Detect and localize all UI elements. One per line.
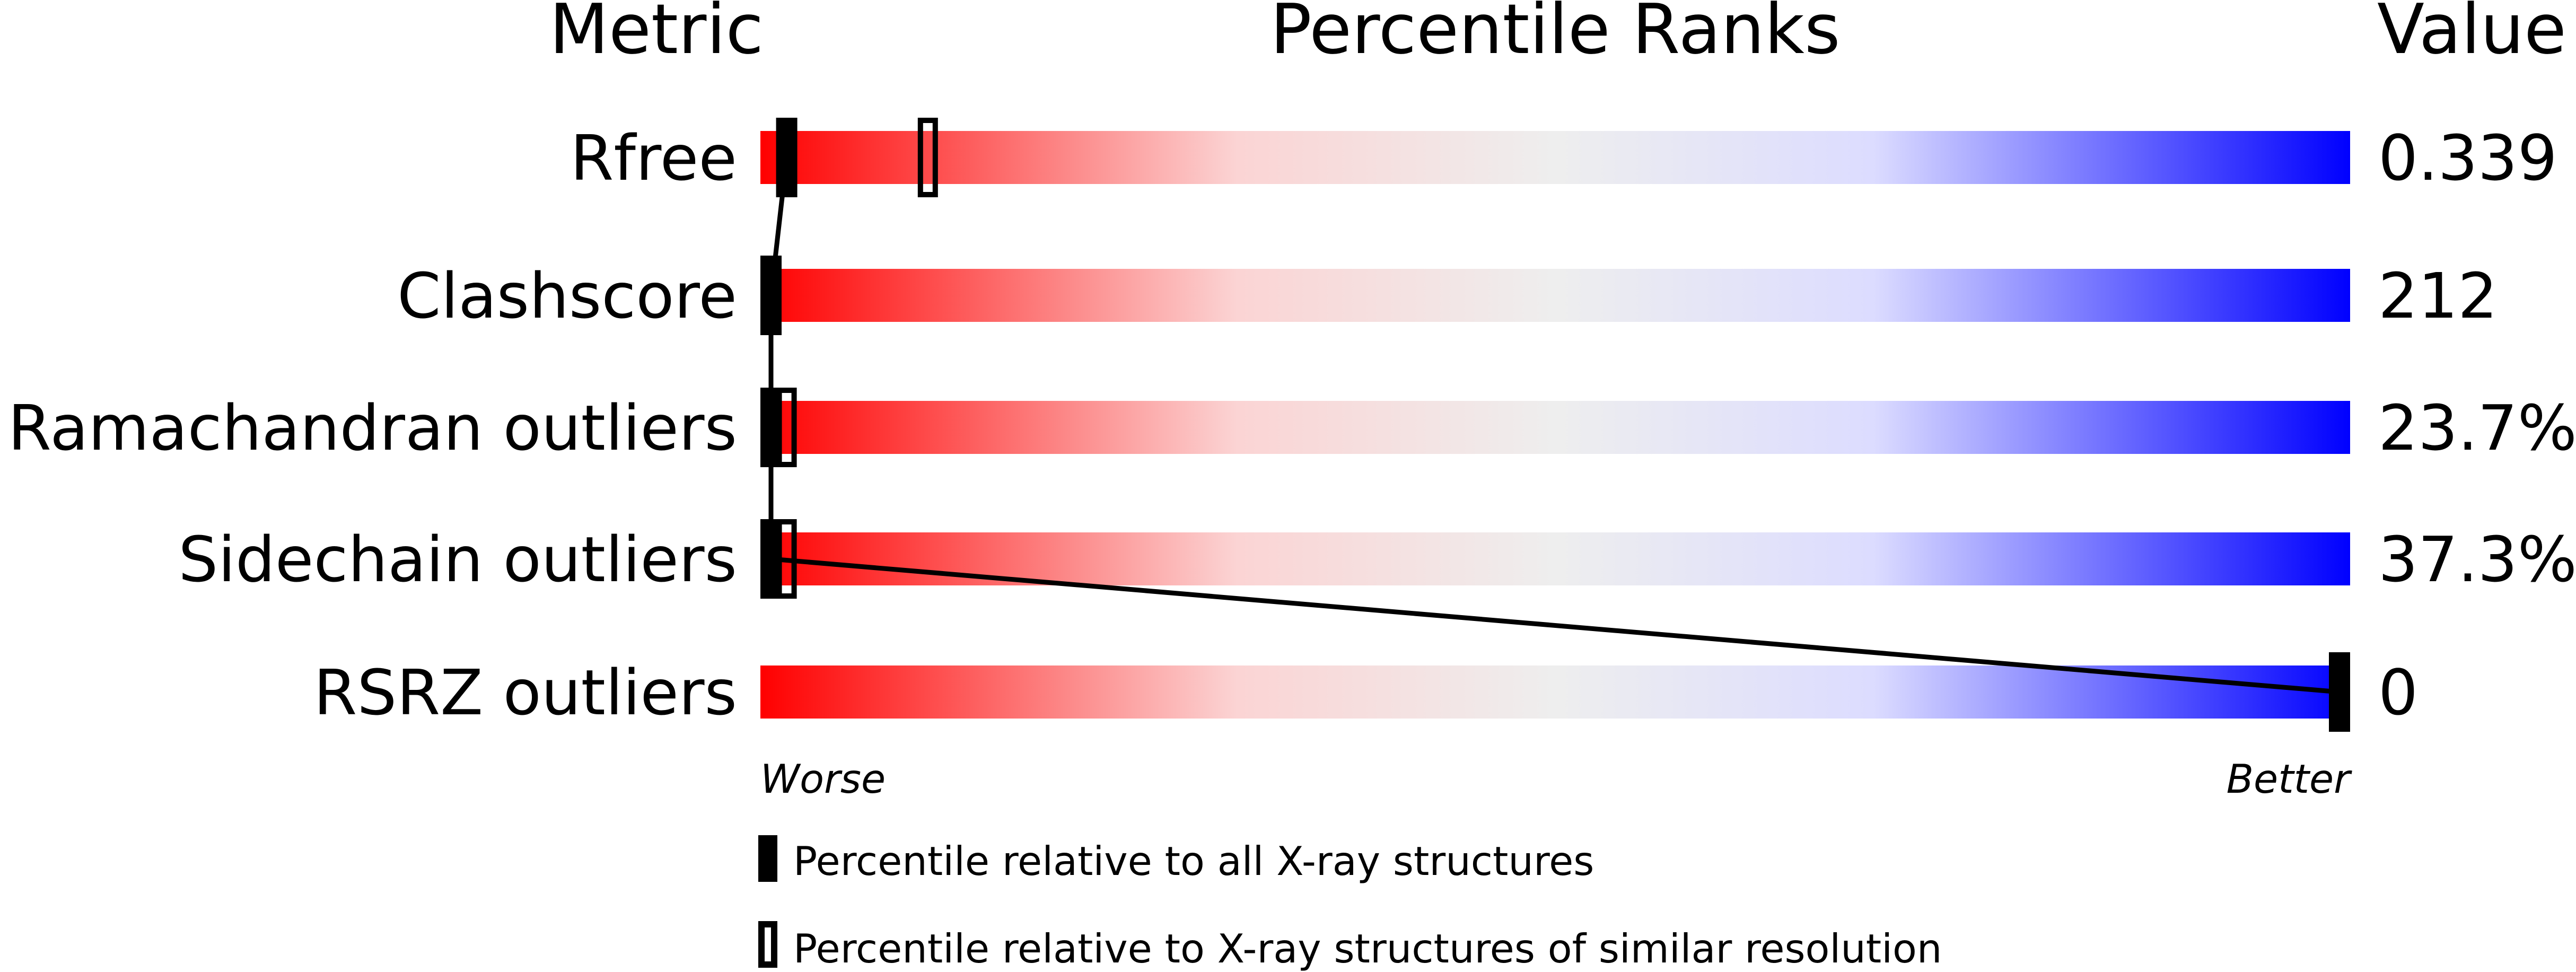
percentile-bar [760,532,2350,585]
percentile-bar [760,401,2350,454]
marker-similar-resolution [917,118,938,197]
metric-value: 0.339 [2378,121,2557,195]
metric-value: 0 [2378,656,2418,729]
metric-label: Ramachandran outliers [8,391,737,465]
axis-label-better: Better [2227,756,2353,802]
metric-value: 37.3% [2378,523,2576,596]
metric-value: 23.7% [2378,391,2576,465]
legend-similar-marker [758,921,777,968]
legend-all-label: Percentile relative to all X-ray structu… [793,838,1594,885]
header-value: Value [2377,0,2566,69]
metric-label: Clashscore [397,259,737,332]
connector-line [768,157,2340,695]
metric-label: Sidechain outliers [178,523,737,596]
metric-value: 212 [2378,259,2498,332]
percentile-bar [760,269,2350,322]
metric-label: Rfree [570,121,737,195]
header-title: Percentile Ranks [1270,0,1840,69]
legend-similar-label: Percentile relative to X-ray structures … [793,925,1942,972]
metric-label: RSRZ outliers [313,656,737,729]
legend-all-marker [758,835,777,882]
axis-label-worse: Worse [760,756,886,802]
header-metric: Metric [549,0,764,69]
percentile-bar [760,131,2350,184]
percentile-bar [760,665,2350,719]
